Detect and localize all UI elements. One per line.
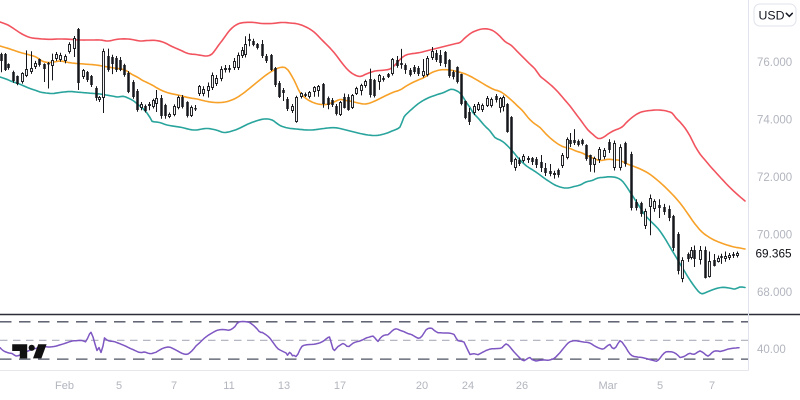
svg-text:Mar: Mar xyxy=(599,380,618,392)
svg-text:7: 7 xyxy=(171,380,177,392)
svg-text:72.000: 72.000 xyxy=(757,172,792,184)
svg-text:70.000: 70.000 xyxy=(757,230,792,242)
svg-text:7: 7 xyxy=(709,380,715,392)
svg-text:5: 5 xyxy=(657,380,663,392)
svg-text:20: 20 xyxy=(416,380,428,392)
svg-text:69.365: 69.365 xyxy=(756,246,793,260)
svg-text:USD: USD xyxy=(759,8,785,22)
svg-text:68.000: 68.000 xyxy=(757,287,792,299)
svg-text:40.00: 40.00 xyxy=(757,344,786,356)
svg-text:24: 24 xyxy=(462,380,474,392)
svg-text:17: 17 xyxy=(334,380,346,392)
svg-text:26: 26 xyxy=(516,380,528,392)
svg-text:Feb: Feb xyxy=(55,380,74,392)
svg-text:76.000: 76.000 xyxy=(757,57,792,69)
svg-text:11: 11 xyxy=(223,380,234,392)
svg-text:5: 5 xyxy=(116,380,122,392)
svg-text:74.000: 74.000 xyxy=(757,115,792,127)
svg-text:13: 13 xyxy=(278,380,290,392)
